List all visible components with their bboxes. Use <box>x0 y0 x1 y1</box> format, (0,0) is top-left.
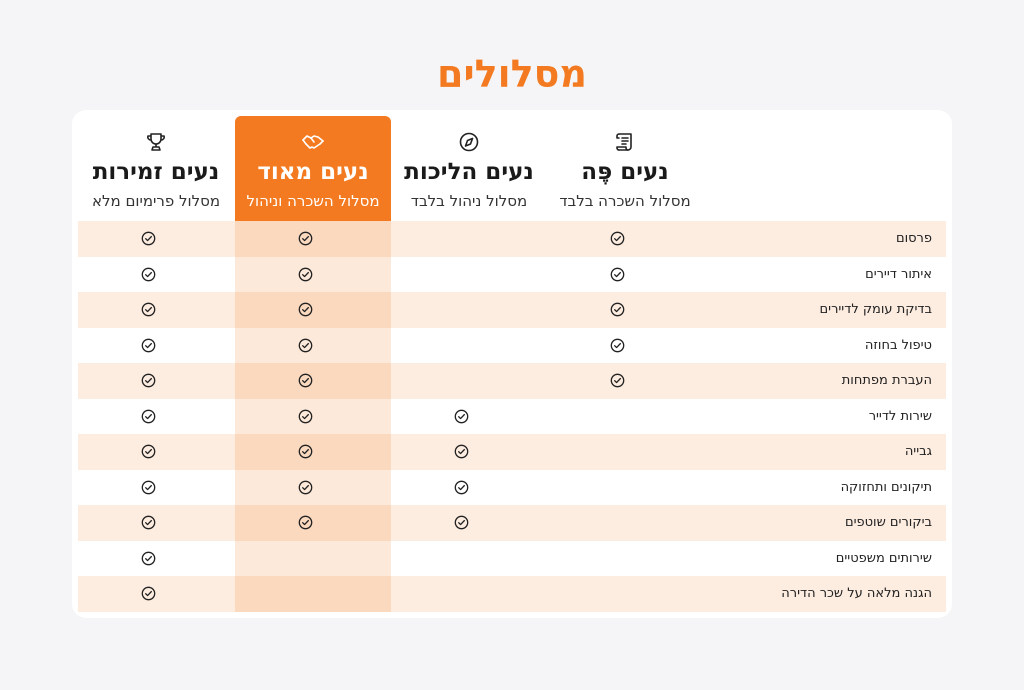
check-circle-icon <box>141 302 156 317</box>
table-row: הגנה מלאה על שכר הדירה <box>78 576 946 612</box>
check-circle-icon <box>141 515 156 530</box>
check-circle-icon <box>141 267 156 282</box>
plan-header-pe[interactable]: נעים פֶּה מסלול השכרה בלבד <box>547 116 703 220</box>
feature-label: גבייה <box>904 444 932 459</box>
plan-name: נעים פֶּה <box>581 159 669 185</box>
feature-label: בדיקת עומק לדיירים <box>819 302 932 317</box>
table-row: איתור דיירים <box>78 257 946 293</box>
feature-label: ביקורים שוטפים <box>844 515 932 530</box>
scroll-icon <box>613 132 637 152</box>
check-circle-icon <box>454 480 469 495</box>
plan-subtitle: מסלול השכרה וניהול <box>246 192 380 210</box>
check-circle-icon <box>610 267 625 282</box>
check-circle-icon <box>141 444 156 459</box>
check-circle-icon <box>454 409 469 424</box>
check-circle-icon <box>298 373 313 388</box>
check-circle-icon <box>298 444 313 459</box>
check-circle-icon <box>298 338 313 353</box>
table-row: העברת מפתחות <box>78 363 946 399</box>
check-circle-icon <box>141 409 156 424</box>
check-circle-icon <box>610 373 625 388</box>
table-row: פרסום <box>78 221 946 257</box>
feature-label: הגנה מלאה על שכר הדירה <box>781 586 932 601</box>
check-circle-icon <box>141 231 156 246</box>
table-row: טיפול בחוזה <box>78 328 946 364</box>
check-circle-icon <box>141 480 156 495</box>
feature-label: שירות לדייר <box>868 408 932 424</box>
check-circle-icon <box>454 515 469 530</box>
featured-cell-shade <box>235 363 391 399</box>
plan-header-meod[interactable]: נעים מאוד מסלול השכרה וניהול <box>235 116 391 220</box>
table-row: שירותים משפטיים <box>78 541 946 577</box>
table-row: בדיקת עומק לדיירים <box>78 292 946 328</box>
trophy-icon <box>144 132 168 152</box>
check-circle-icon <box>141 551 156 566</box>
feature-label: פרסום <box>895 231 932 246</box>
featured-cell-shade <box>235 434 391 470</box>
featured-cell-shade <box>235 576 391 612</box>
featured-cell-shade <box>235 470 391 506</box>
feature-label: העברת מפתחות <box>841 373 932 388</box>
feature-label: שירותים משפטיים <box>835 550 932 566</box>
check-circle-icon <box>298 409 313 424</box>
plan-subtitle: מסלול פרימיום מלא <box>91 192 221 210</box>
page-title: מסלולים <box>437 52 587 96</box>
check-circle-icon <box>141 338 156 353</box>
handshake-icon <box>301 132 325 152</box>
table-row: שירות לדייר <box>78 399 946 435</box>
plan-header-zmirot[interactable]: נעים זמירות מסלול פרימיום מלא <box>78 116 234 220</box>
plan-header-halichot[interactable]: נעים הליכות מסלול ניהול בלבד <box>391 116 547 220</box>
feature-label: איתור דיירים <box>865 266 932 282</box>
featured-cell-shade <box>235 541 391 577</box>
featured-cell-shade <box>235 292 391 328</box>
plan-subtitle: מסלול השכרה בלבד <box>559 192 691 210</box>
features-table: פרסום איתור דיירים בדיקת עומק לדיירים טיפול… <box>78 221 946 612</box>
check-circle-icon <box>610 231 625 246</box>
feature-label: טיפול בחוזה <box>864 337 932 353</box>
check-circle-icon <box>610 302 625 317</box>
table-row: גבייה <box>78 434 946 470</box>
featured-cell-shade <box>235 399 391 435</box>
feature-label: תיקונים ותחזוקה <box>840 479 932 495</box>
plan-name: נעים מאוד <box>257 159 369 185</box>
table-row: ביקורים שוטפים <box>78 505 946 541</box>
check-circle-icon <box>298 302 313 317</box>
check-circle-icon <box>298 231 313 246</box>
featured-cell-shade <box>235 328 391 364</box>
check-circle-icon <box>298 267 313 282</box>
check-circle-icon <box>298 515 313 530</box>
check-circle-icon <box>454 444 469 459</box>
featured-cell-shade <box>235 257 391 293</box>
featured-cell-shade <box>235 505 391 541</box>
compass-icon <box>457 132 481 152</box>
check-circle-icon <box>141 586 156 601</box>
plan-name: נעים זמירות <box>92 159 220 185</box>
check-circle-icon <box>298 480 313 495</box>
table-row: תיקונים ותחזוקה <box>78 470 946 506</box>
check-circle-icon <box>610 338 625 353</box>
check-circle-icon <box>141 373 156 388</box>
plan-name: נעים הליכות <box>404 159 534 185</box>
featured-cell-shade <box>235 221 391 257</box>
plan-subtitle: מסלול ניהול בלבד <box>410 192 528 210</box>
